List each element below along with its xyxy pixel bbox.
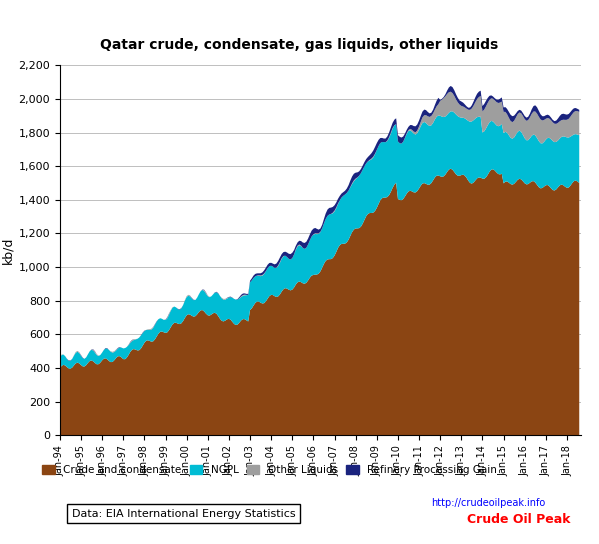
Y-axis label: kb/d: kb/d [1, 237, 14, 264]
Text: http://crudeoilpeak.info: http://crudeoilpeak.info [431, 498, 546, 508]
Text: Crude Oil Peak: Crude Oil Peak [467, 513, 571, 526]
Text: Data: EIA International Energy Statistics: Data: EIA International Energy Statistic… [72, 509, 295, 519]
Text: Qatar crude, condensate, gas liquids, other liquids: Qatar crude, condensate, gas liquids, ot… [101, 38, 498, 52]
Legend: Crude and condensate, NGPL, Other Liquids, Refinery Processing Gain: Crude and condensate, NGPL, Other Liquid… [38, 460, 501, 479]
